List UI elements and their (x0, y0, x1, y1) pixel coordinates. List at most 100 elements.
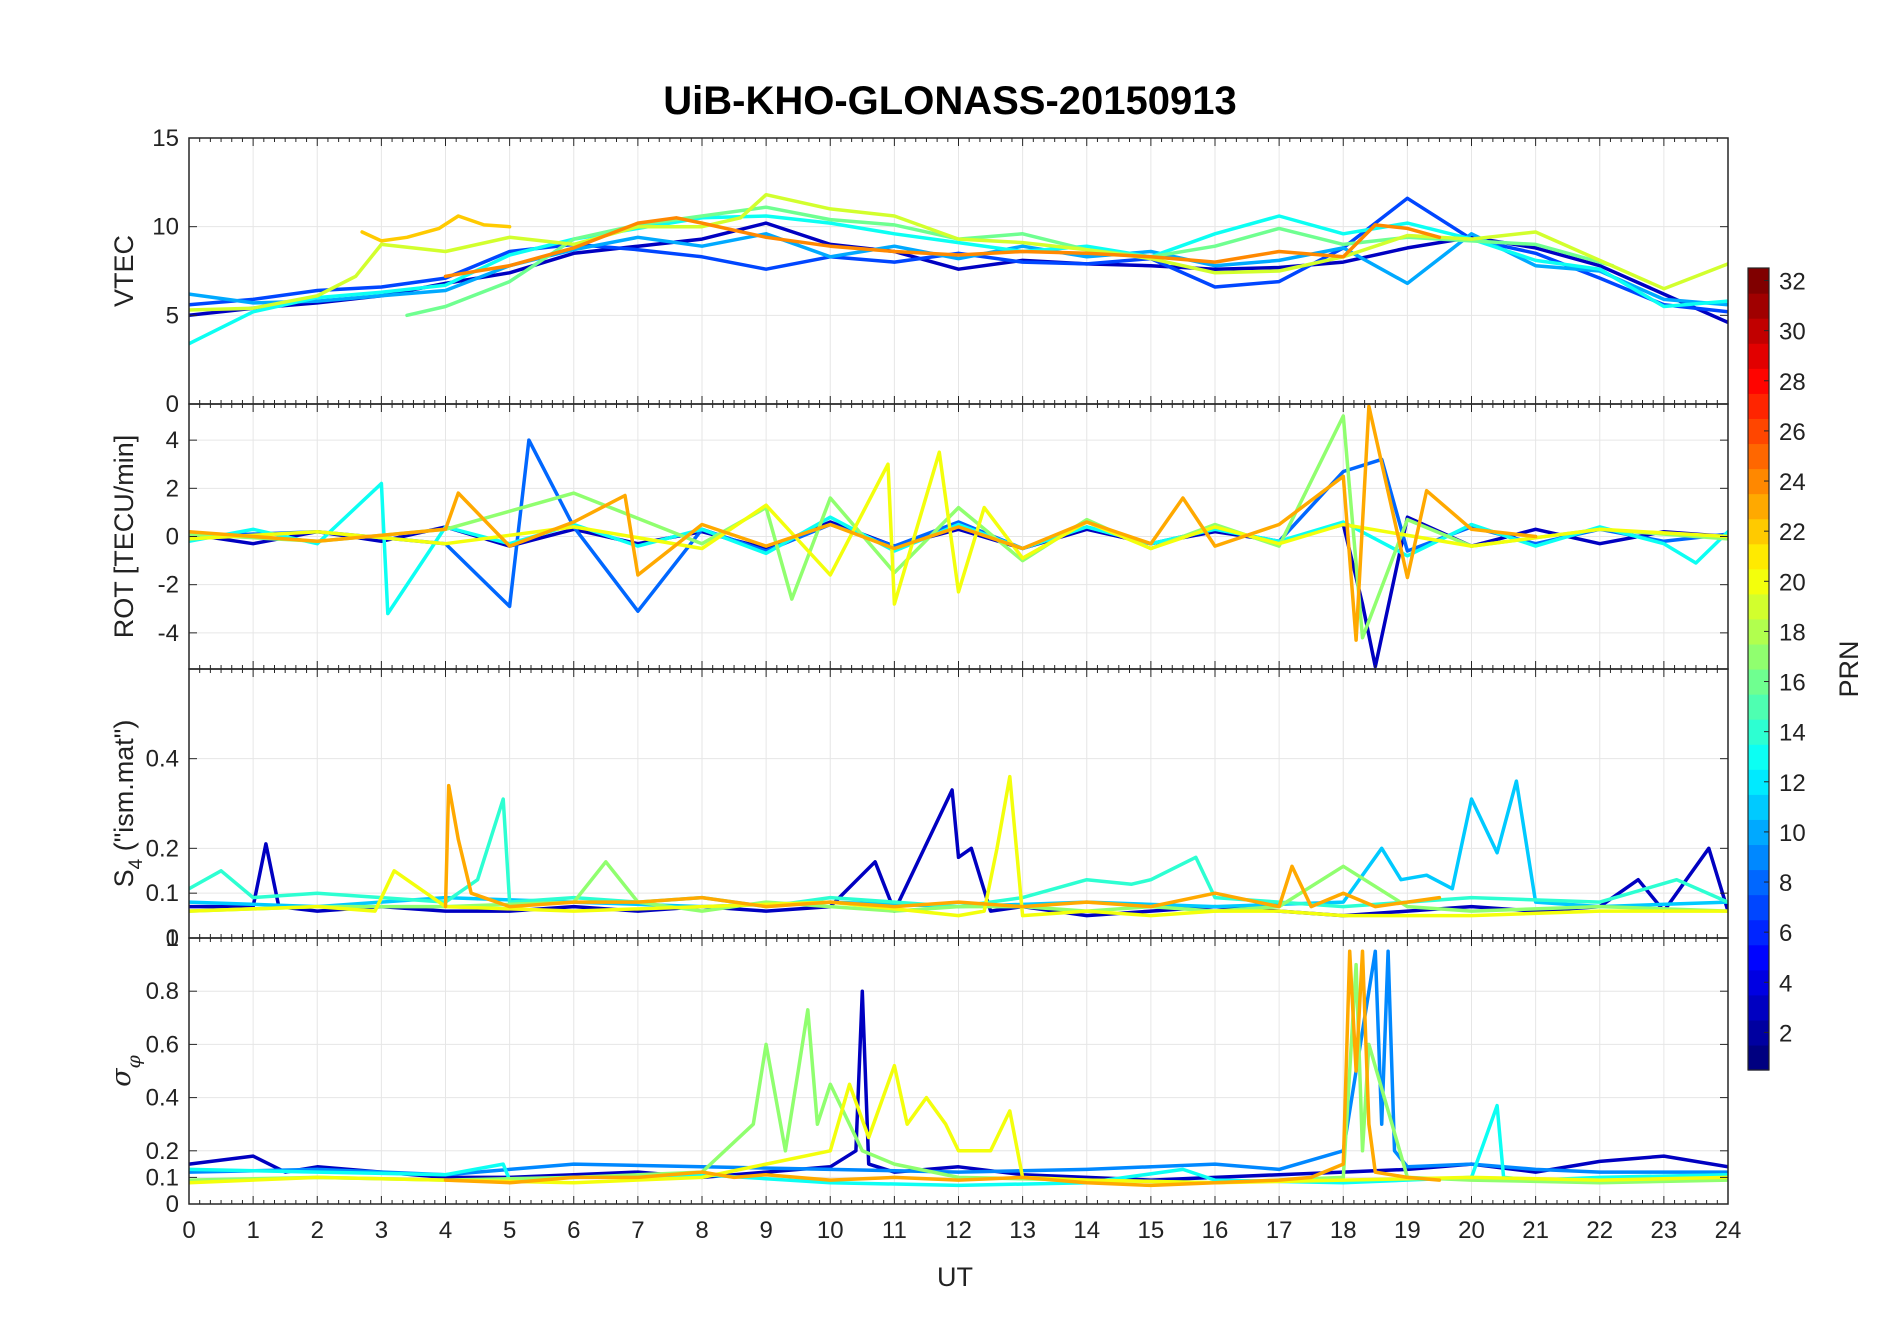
x-tick-label: 20 (1458, 1217, 1485, 1244)
rot-y-ticks: -4 -2 0 2 4 (158, 427, 1728, 647)
colorbar-segment (1748, 919, 1769, 946)
vtec-series (189, 192, 1728, 346)
s4-x-ticks (188, 669, 1729, 938)
colorbar-tick-label: 22 (1779, 519, 1806, 546)
sigma_phi-y-tick-label: 0.2 (146, 1138, 179, 1165)
colorbar-segment (1748, 794, 1769, 820)
rot-series (189, 404, 1728, 669)
vtec-y-axis-label: VTEC (109, 235, 139, 307)
colorbar-segment (1748, 368, 1769, 394)
colorbar-tick-label: 12 (1779, 770, 1806, 797)
x-tick-label: 16 (1202, 1217, 1229, 1244)
sigma_phi-y-tick-label: 0 (166, 1191, 179, 1218)
vtec-series-prn-22 (360, 214, 512, 243)
vtec-series-prn-19 (189, 192, 1728, 312)
x-tick-label: 18 (1330, 1217, 1357, 1244)
x-tick-label: 1 (246, 1217, 259, 1244)
colorbar-segment (1748, 769, 1769, 795)
x-tick-label: 17 (1266, 1217, 1293, 1244)
x-tick-labels: 0 1 2 3 4 5 6 7 8 9 10 11 12 13 14 15 16 17 18 19 20 21 22 23 24 (182, 1217, 1741, 1244)
colorbar-tick-label: 18 (1779, 619, 1806, 646)
sigma_phi-series (189, 949, 1728, 1188)
sigma_phi-y-tick-label: 0.4 (146, 1085, 179, 1112)
sigma_phi-y-tick-label: 0.1 (146, 1164, 179, 1191)
colorbar-tick-label: 20 (1779, 569, 1806, 596)
x-tick-label: 13 (1009, 1217, 1036, 1244)
panel-rot: -4 -2 0 2 4 ROT [TECU/min] (109, 403, 1729, 670)
colorbar-tick-label: 14 (1779, 720, 1806, 747)
vtec-y-ticks: 0 5 10 15 (152, 125, 1728, 418)
colorbar-segment (1748, 293, 1769, 319)
colorbar-segment (1748, 744, 1769, 770)
x-tick-label: 15 (1138, 1217, 1165, 1244)
x-tick-label: 6 (567, 1217, 580, 1244)
colorbar-segment (1748, 568, 1769, 595)
sigma-phi-y-axis-label: σφ (106, 1054, 145, 1086)
colorbar-segment (1748, 894, 1769, 921)
vtec-x-ticks (188, 138, 1729, 404)
sigma_phi-y-ticks: 00.10.20.40.60.81 (146, 925, 1728, 1218)
colorbar-segment (1748, 493, 1769, 520)
rot-y-tick-label: -2 (158, 572, 179, 599)
x-tick-label: 11 (882, 1217, 907, 1244)
x-tick-label: 19 (1394, 1217, 1421, 1244)
colorbar-tick-label: 6 (1779, 920, 1792, 947)
s4-y-tick-label: 0 (166, 925, 179, 952)
colorbar-segment (1748, 719, 1769, 745)
colorbar-label: PRN (1834, 640, 1864, 697)
colorbar-segment (1748, 994, 1769, 1021)
colorbar-tick-label: 4 (1779, 970, 1792, 997)
x-tick-label: 12 (945, 1217, 972, 1244)
colorbar-segment (1748, 1019, 1769, 1046)
s4-series (189, 774, 1728, 918)
colorbar-segment (1748, 618, 1769, 645)
sigma_phi-y-tick-label: 0.6 (146, 1031, 179, 1058)
sigma_phi-y-tick-label: 1 (166, 925, 179, 952)
colorbar-tick-label: 32 (1779, 269, 1806, 296)
colorbar-segment (1748, 694, 1769, 720)
x-tick-label: 9 (759, 1217, 772, 1244)
vtec-series-prn-24 (443, 216, 1442, 279)
colorbar-segment (1748, 518, 1769, 545)
colorbar-segment (1748, 468, 1769, 495)
sigma_phi-y-tick-label: 0.8 (146, 978, 179, 1005)
colorbar-segment (1748, 318, 1769, 344)
colorbar-segment (1748, 393, 1769, 419)
colorbar-segment (1748, 343, 1769, 369)
colorbar-tick-label: 10 (1779, 820, 1806, 847)
colorbar-segment (1748, 418, 1769, 445)
x-tick-label: 24 (1715, 1217, 1742, 1244)
s4-series-prn-20 (189, 774, 1728, 918)
colorbar-tick-label: 2 (1779, 1020, 1792, 1047)
x-tick-label: 22 (1586, 1217, 1613, 1244)
s4-y-tick-label: 0.1 (146, 880, 179, 907)
x-tick-label: 5 (503, 1217, 516, 1244)
colorbar-segment (1748, 643, 1769, 670)
rot-y-tick-label: 2 (166, 475, 179, 502)
vtec-y-tick-label: 5 (166, 302, 179, 329)
chart-title: UiB-KHO-GLONASS-20150913 (663, 79, 1237, 123)
rot-series-prn-20 (189, 450, 1728, 606)
vtec-y-tick-label: 0 (166, 391, 179, 418)
colorbar-tick-label: 16 (1779, 670, 1806, 697)
colorbar-segment (1748, 593, 1769, 620)
x-tick-label: 0 (182, 1217, 195, 1244)
s4-y-tick-label: 0.2 (146, 835, 179, 862)
colorbar-tick-label: 30 (1779, 319, 1806, 346)
colorbar-tick-label: 28 (1779, 369, 1806, 396)
colorbar-tick-label: 24 (1779, 469, 1806, 496)
colorbar-segment (1748, 443, 1769, 470)
panel-vtec: 0 5 10 15 VTEC (109, 125, 1729, 418)
sigma_phi-series-prn-9 (189, 949, 1728, 1177)
colorbar-segment (1748, 844, 1769, 871)
colorbar-tick-label: 26 (1779, 419, 1806, 446)
colorbar-segment (1748, 969, 1769, 996)
x-tick-label: 21 (1522, 1217, 1549, 1244)
x-tick-label: 7 (631, 1217, 644, 1244)
rot-series-prn-17 (189, 414, 1728, 640)
x-tick-label: 2 (311, 1217, 324, 1244)
colorbar-segment (1748, 1044, 1769, 1071)
